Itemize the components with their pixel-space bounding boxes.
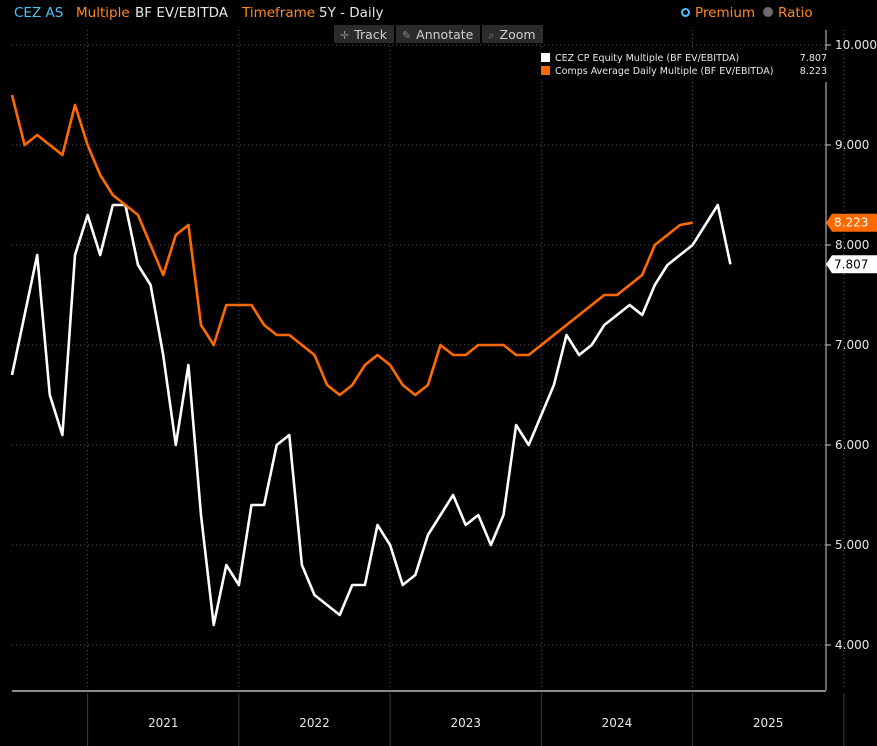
y-tick-label: 10.000 (835, 38, 877, 52)
x-tick-label: 2024 (602, 716, 633, 730)
timeframe-label: Timeframe (242, 5, 316, 21)
comps-average-line (10, 94, 693, 397)
y-tick-label: 4.000 (835, 638, 869, 652)
ratio-option[interactable]: Ratio (763, 5, 813, 21)
zoom-label: Zoom (499, 27, 536, 42)
ticker-label[interactable]: CEZ AS (14, 5, 64, 21)
y-axis: 4.000 5.000 6.000 7.000 8.000 9.000 10.000 (825, 30, 877, 690)
grid-lines (12, 30, 845, 690)
legend-value-comps: 8.223 (800, 66, 827, 77)
zoom-button[interactable]: ⌕ Zoom (482, 25, 543, 43)
multiple-label: Multiple (76, 5, 130, 21)
ratio-option-label: Ratio (778, 5, 813, 21)
comps-last-value-tag (826, 213, 877, 232)
timeframe-value[interactable]: 5Y - Daily (319, 5, 384, 21)
y-tick-label: 5.000 (835, 538, 869, 552)
x-tick-label: 2023 (450, 716, 481, 730)
equity-last-value-label: 7.807 (834, 257, 868, 271)
x-axis-band (0, 690, 877, 746)
legend: CEZ CP Equity Multiple (BF EV/EBITDA) 7.8… (536, 50, 830, 82)
legend-box (536, 50, 830, 82)
premium-radio-icon[interactable] (681, 8, 690, 17)
x-axis: 2021 2022 2023 2024 2025 (0, 690, 877, 746)
annotate-label: Annotate (416, 27, 474, 42)
y-tick-label: 7.000 (835, 338, 869, 352)
equity-multiple-line (10, 203, 732, 627)
series-lines (10, 94, 732, 627)
y-tick-label: 9.000 (835, 138, 869, 152)
equity-last-value-tag (826, 255, 877, 274)
legend-swatch-equity (541, 53, 550, 62)
crosshair-icon: ✛ (340, 29, 350, 42)
legend-swatch-comps (541, 66, 550, 75)
legend-value-equity: 7.807 (800, 53, 827, 64)
track-button[interactable]: ✛ Track (334, 25, 394, 43)
y-tick-label: 6.000 (835, 438, 869, 452)
x-tick-label: 2025 (753, 716, 784, 730)
x-tick-label: 2021 (148, 716, 179, 730)
chart-header: CEZ AS Multiple BF EV/EBITDA Timeframe 5… (0, 0, 877, 26)
legend-label-comps: Comps Average Daily Multiple (BF EV/EBIT… (555, 66, 773, 77)
track-label: Track (354, 27, 387, 42)
comps-last-value-label: 8.223 (834, 216, 868, 230)
magnifier-icon: ⌕ (488, 29, 495, 42)
chart-toolbar: ✛ Track ✎ Annotate ⌕ Zoom (334, 25, 545, 43)
premium-option[interactable]: Premium (681, 5, 755, 21)
annotate-button[interactable]: ✎ Annotate (395, 25, 481, 43)
x-tick-label: 2022 (299, 716, 330, 730)
ratio-radio-icon[interactable] (763, 7, 773, 17)
y-tick-label: 8.000 (835, 238, 869, 252)
multiple-value[interactable]: BF EV/EBITDA (135, 5, 229, 21)
premium-option-label: Premium (695, 5, 756, 21)
last-value-tags: 7.807 8.223 (826, 213, 877, 274)
pencil-icon: ✎ (401, 29, 412, 42)
legend-label-equity: CEZ CP Equity Multiple (BF EV/EBITDA) (555, 53, 739, 64)
